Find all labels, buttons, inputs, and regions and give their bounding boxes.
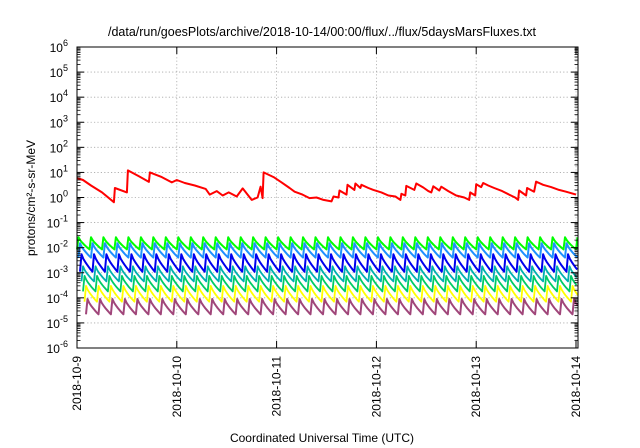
series-line-8 — [85, 298, 579, 316]
y-tick-label: 10-5 — [47, 314, 68, 331]
y-tick-label: 101 — [50, 163, 68, 180]
x-tick-label: 2018-10-12 — [369, 356, 383, 418]
y-tick-label: 10-2 — [47, 239, 68, 256]
x-tick-label: 2018-10-10 — [170, 356, 184, 418]
series-line-3 — [77, 242, 579, 259]
y-tick-label: 10-4 — [47, 289, 68, 306]
x-tick-label: 2018-10-11 — [270, 356, 284, 417]
x-tick-label: 2018-10-13 — [469, 356, 483, 418]
chart-title: /data/run/goesPlots/archive/2018-10-14/0… — [108, 25, 537, 39]
y-tick-label: 10-3 — [47, 264, 68, 281]
series-line-7 — [83, 285, 579, 303]
y-tick-label: 102 — [50, 138, 68, 155]
y-tick-label: 104 — [50, 88, 68, 105]
y-tick-label: 103 — [50, 113, 68, 130]
y-tick-labels: 10-6 10-5 10-4 10-3 10-2 10-1 100 101 102 103 104 1… — [47, 38, 68, 356]
y-tick-label: 106 — [50, 38, 68, 55]
y-axis-label: protons/cm²-s-sr-MeV — [24, 140, 38, 256]
x-tick-label: 2018-10-14 — [569, 356, 583, 418]
data-series — [76, 169, 579, 316]
x-tick-label: 2018-10-9 — [70, 356, 84, 411]
y-tick-label: 10-6 — [47, 339, 68, 356]
y-tick-label: 105 — [50, 63, 68, 80]
series-line-5 — [80, 265, 578, 283]
x-axis-label: Coordinated Universal Time (UTC) — [230, 431, 414, 445]
series-line-2 — [76, 236, 579, 251]
series-line-6 — [82, 275, 578, 293]
x-tick-labels: 2018-10-9 2018-10-10 2018-10-11 2018-10-12 2… — [70, 356, 583, 418]
series-line-1 — [76, 169, 577, 204]
series-line-4 — [79, 253, 578, 273]
y-tick-label: 10-1 — [47, 214, 68, 231]
axis-ticks — [76, 46, 578, 349]
y-tick-label: 100 — [50, 189, 68, 206]
